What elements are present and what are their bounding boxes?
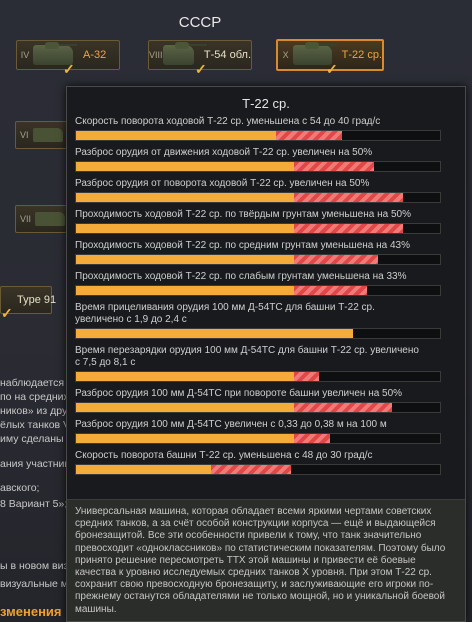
tank-card-a32[interactable]: IV А-32 ✓ [16, 40, 120, 77]
stat-bar [75, 161, 441, 172]
stat-label: Проходимость ходовой Т-22 ср. по средним… [75, 240, 410, 251]
article-text: ников» из дру [0, 405, 68, 417]
tier-label: X [282, 50, 289, 60]
tank-card-tier7[interactable]: VII [15, 205, 67, 233]
tank-image-icon [293, 42, 338, 65]
stat-bar [75, 328, 441, 339]
stat-bar [75, 371, 441, 382]
tank-image-icon [162, 42, 208, 65]
stat-bar-fill [76, 434, 294, 443]
stat-bar-loss [294, 434, 330, 443]
stat-bar-loss [294, 193, 403, 202]
stat-bar-loss [294, 162, 374, 171]
tank-image-icon [35, 212, 66, 226]
checkmark-icon: ✓ [195, 61, 207, 77]
stat-label: Разброс орудия от поворота ходовой Т-22 … [75, 178, 370, 189]
tier-label: VI [20, 130, 29, 140]
article-text: авского; [0, 482, 40, 494]
stat-bar-fill [76, 465, 211, 474]
tier-label: IV [20, 50, 30, 60]
stat-label: Проходимость ходовой Т-22 ср. по твёрдым… [75, 209, 411, 220]
section-heading: зменения [0, 604, 62, 619]
stat-bar-loss [294, 286, 367, 295]
stat-label: Проходимость ходовой Т-22 ср. по слабым … [75, 271, 407, 282]
stat-row: Скорость поворота ходовой Т-22 ср. умень… [75, 116, 465, 141]
stat-list: Скорость поворота ходовой Т-22 ср. умень… [67, 116, 465, 475]
stat-row: Проходимость ходовой Т-22 ср. по слабым … [75, 271, 465, 296]
stat-bar-loss [294, 403, 392, 412]
tooltip-title: Т-22 ср. [242, 96, 290, 111]
stat-bar [75, 223, 441, 234]
stat-bar [75, 130, 441, 141]
stat-row: Разброс орудия 100 мм Д-54ТС при поворот… [75, 388, 465, 413]
stat-bar-fill [76, 255, 294, 264]
stat-bar [75, 254, 441, 265]
stat-bar-loss [211, 465, 291, 474]
stat-bar-fill [76, 372, 294, 381]
stat-row: Разброс орудия от движения ходовой Т-22 … [75, 147, 465, 172]
stat-label: Время перезарядки орудия 100 мм Д-54ТС д… [75, 345, 419, 368]
article-text: ёлых танков VI [0, 419, 73, 431]
tier-label: VIII [149, 50, 163, 60]
stat-row: Время прицеливания орудия 100 мм Д-54ТС … [75, 302, 465, 339]
stat-bar [75, 285, 441, 296]
stat-label: Разброс орудия 100 мм Д-54ТС увеличен с … [75, 419, 387, 430]
article-text: 8 Вариант 5»; [0, 498, 68, 510]
nation-title: СССР [178, 14, 222, 31]
stat-label: Разброс орудия 100 мм Д-54ТС при поворот… [75, 388, 403, 399]
tank-description: Универсальная машина, которая обладает в… [67, 499, 465, 621]
article-text: визуальные мо [0, 578, 74, 590]
tier-label: VII [20, 214, 32, 224]
stat-bar [75, 192, 441, 203]
stat-row: Скорость поворота башни Т-22 ср. уменьше… [75, 450, 465, 475]
stat-bar-fill [76, 286, 294, 295]
stat-row: Время перезарядки орудия 100 мм Д-54ТС д… [75, 345, 465, 382]
tank-name: Т-22 ср. [341, 49, 382, 61]
stat-bar [75, 464, 441, 475]
tank-name: А-32 [83, 49, 107, 61]
stat-bar-fill [76, 131, 276, 140]
article-text: иму сделаны пр [0, 433, 78, 445]
stat-bar [75, 433, 441, 444]
article-text: ания участник [0, 458, 69, 470]
checkmark-icon: ✓ [1, 305, 13, 321]
tank-image-icon [33, 42, 77, 65]
tank-card-tier6[interactable]: VI [15, 121, 67, 149]
stat-label: Скорость поворота башни Т-22 ср. уменьше… [75, 450, 373, 461]
article-text: ы в новом виз [0, 560, 69, 572]
checkmark-icon: ✓ [326, 61, 338, 77]
stat-bar-fill [76, 193, 294, 202]
stat-row: Разброс орудия от поворота ходовой Т-22 … [75, 178, 465, 203]
stat-bar-loss [294, 224, 403, 233]
tank-tooltip: Т-22 ср. Скорость поворота ходовой Т-22 … [66, 86, 466, 622]
stat-bar-loss [276, 131, 342, 140]
tank-card-type91[interactable]: Type 91 ✓ [0, 286, 56, 321]
tank-card-t54obl[interactable]: VIII Т-54 обл. ✓ [148, 40, 252, 77]
article-text: по на средних у [0, 391, 77, 403]
stat-bar [75, 402, 441, 413]
stat-label: Скорость поворота ходовой Т-22 ср. умень… [75, 116, 381, 127]
stat-bar-loss [294, 255, 378, 264]
stat-label: Время прицеливания орудия 100 мм Д-54ТС … [75, 302, 375, 325]
article-text: наблюдается я [0, 377, 73, 389]
tank-name: Т-54 обл. [203, 49, 251, 61]
stat-row: Проходимость ходовой Т-22 ср. по средним… [75, 240, 465, 265]
stat-row: Проходимость ходовой Т-22 ср. по твёрдым… [75, 209, 465, 234]
stat-bar-loss [294, 372, 319, 381]
stat-row: Разброс орудия 100 мм Д-54ТС увеличен с … [75, 419, 465, 444]
tank-name: Type 91 [17, 294, 57, 306]
stat-bar-fill [76, 162, 294, 171]
tank-card-t22sr[interactable]: X Т-22 ср. ✓ [276, 39, 384, 77]
tank-image-icon [32, 128, 63, 142]
checkmark-icon: ✓ [63, 61, 75, 77]
stat-bar-fill [76, 403, 294, 412]
stat-label: Разброс орудия от движения ходовой Т-22 … [75, 147, 373, 158]
stat-bar-fill [76, 329, 353, 338]
stat-bar-fill [76, 224, 294, 233]
